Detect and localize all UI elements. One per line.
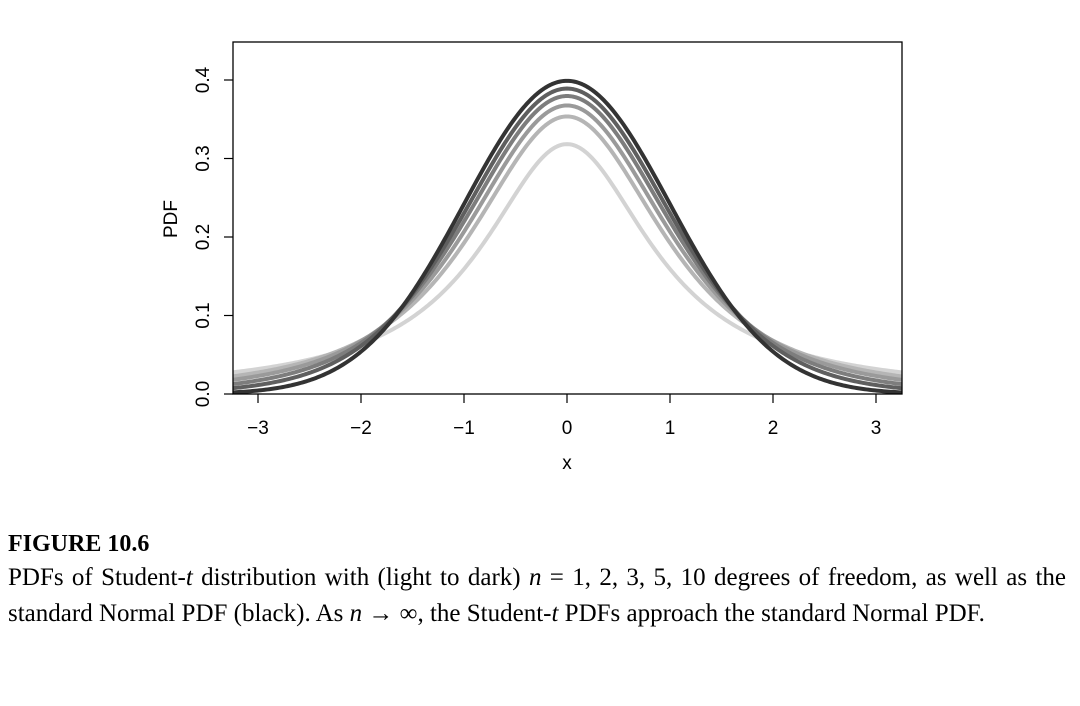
y-tick-label: 0.4: [193, 66, 214, 93]
curves-layer: [233, 78, 902, 394]
curve-df-10: [233, 86, 902, 391]
x-tick-label: −2: [350, 418, 372, 439]
y-axis-label: PDF: [161, 200, 182, 238]
caption-text-2: distribution with (light to dark): [192, 564, 529, 591]
y-tick-label: 0.0: [193, 381, 214, 407]
x-tick-label: 0: [562, 418, 573, 439]
curve-df-3: [233, 103, 902, 382]
x-tick-label: 1: [665, 418, 676, 439]
figure-caption: FIGURE 10.6 PDFs of Student-t distributi…: [8, 528, 1066, 632]
curve-df-5: [233, 94, 902, 387]
x-axis: −3 −2 −1 0 1 2 3: [247, 394, 881, 439]
curve-normal: [233, 78, 902, 394]
curve-df-2: [233, 114, 902, 379]
caption-text-3: = 1, 2, 3, 5, 10 degrees of freedom, as …: [8, 564, 1066, 627]
caption-arrow: → ∞: [362, 600, 418, 627]
caption-math-t-2: t: [551, 600, 559, 627]
y-tick-label: 0.3: [193, 145, 214, 171]
caption-text-4: , the Student-: [417, 600, 552, 627]
curve-df-1: [233, 142, 902, 375]
caption-text-1: PDFs of Student-: [8, 564, 186, 591]
y-tick-label: 0.1: [193, 302, 214, 328]
y-tick-label: 0.2: [193, 224, 214, 250]
caption-title: FIGURE 10.6: [8, 531, 150, 557]
x-tick-label: −3: [247, 418, 269, 439]
x-tick-label: 2: [768, 418, 779, 439]
caption-body: PDFs of Student-t distribution with (lig…: [8, 560, 1066, 632]
y-axis: 0.0 0.1 0.2 0.3 0.4: [193, 66, 233, 407]
x-tick-label: −1: [453, 418, 475, 439]
x-tick-label: 3: [871, 418, 882, 439]
pdf-chart: −3 −2 −1 0 1 2 3 0.0 0.1 0.2 0.3 0.4 x PDF: [161, 41, 903, 474]
caption-math-n-2: n: [349, 600, 363, 627]
caption-math-n: n: [528, 564, 542, 591]
caption-math-t: t: [185, 564, 193, 591]
caption-text-5: PDFs approach the standard Normal PDF.: [558, 600, 985, 627]
x-axis-label: x: [562, 453, 572, 474]
